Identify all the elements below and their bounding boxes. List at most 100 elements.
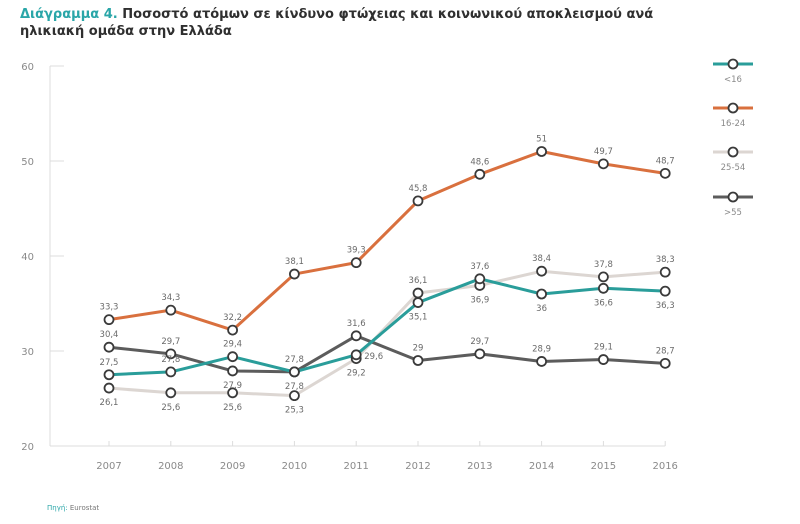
series-line->55 [108, 334, 666, 374]
data-label: 25,6 [223, 403, 242, 413]
data-label: 37,8 [594, 260, 613, 270]
data-point [103, 369, 115, 381]
legend-item: 16-24 [713, 102, 753, 129]
source-label: Πηγή: [47, 504, 68, 512]
data-label: 36,1 [409, 276, 428, 286]
data-point [103, 314, 115, 326]
x-tick-label: 2011 [343, 461, 368, 472]
data-point [350, 330, 362, 342]
data-point [227, 351, 239, 363]
legend: <16 16-24 25-54 >55 [713, 58, 753, 218]
data-label: 36,6 [594, 298, 613, 308]
data-label: 39,3 [347, 246, 366, 256]
source-note: Πηγή: Eurostat [47, 504, 99, 512]
data-label: 51 [536, 135, 547, 145]
series-line-25-54 [108, 269, 666, 398]
legend-label: <16 [724, 75, 742, 85]
data-label: 36,9 [470, 295, 489, 305]
data-point [227, 387, 239, 399]
data-point [227, 324, 239, 336]
data-label: 26,1 [100, 398, 119, 408]
legend-marker-icon [727, 102, 739, 114]
chart-title-text: Ποσοστό ατόμων σε κίνδυνο φτώχειας και κ… [20, 7, 654, 39]
series-line-16-24 [108, 150, 666, 332]
data-label: 35,1 [409, 313, 428, 323]
data-point [659, 266, 671, 278]
data-point [598, 354, 609, 365]
data-label: 29,7 [161, 337, 180, 347]
legend-item: 25-54 [713, 146, 753, 173]
data-point [598, 271, 609, 283]
series-markers [103, 146, 671, 402]
legend-item: >55 [713, 191, 753, 218]
data-label: 29,7 [470, 337, 489, 347]
chart-title-prefix: Διάγραμμα 4. [20, 7, 118, 22]
data-point [350, 349, 362, 361]
data-label: 29,6 [364, 352, 383, 362]
data-point [536, 146, 547, 157]
legend-marker-icon [727, 146, 739, 158]
data-label: 48,7 [656, 156, 675, 166]
data-label: 29 [413, 344, 424, 354]
data-label: 36 [536, 304, 547, 314]
data-label: 45,8 [409, 184, 428, 194]
series-lines [108, 150, 666, 398]
x-tick-label: 2015 [591, 461, 616, 472]
data-point [412, 195, 424, 207]
chart-title: Διάγραμμα 4. Ποσοστό ατόμων σε κίνδυνο φ… [20, 6, 700, 40]
data-point [165, 304, 177, 316]
x-tick-label: 2007 [96, 461, 121, 472]
data-label: 30,4 [100, 330, 119, 340]
data-point [536, 265, 547, 277]
x-tick-label: 2016 [652, 461, 677, 472]
legend-label: 16-24 [721, 119, 746, 129]
y-tick-label: 20 [21, 442, 34, 453]
data-point [659, 167, 671, 179]
data-label: 27,9 [223, 381, 242, 391]
data-label: 38,4 [532, 254, 551, 264]
source-value: Eurostat [69, 504, 100, 512]
data-point [165, 348, 177, 360]
data-label: 33,3 [100, 303, 119, 313]
x-tick-label: 2013 [467, 461, 492, 472]
data-label: 37,6 [470, 262, 489, 272]
data-point [412, 297, 424, 308]
x-tick-label: 2012 [405, 461, 430, 472]
data-point [165, 387, 177, 399]
legend-marker-icon [727, 58, 739, 70]
legend-label: >55 [724, 208, 742, 218]
data-point [598, 158, 609, 170]
data-label: 34,3 [161, 293, 180, 303]
data-labels: 26,1 25,6 25,6 25,3 29,2 36,1 36,9 38,4 37,8 38,3… [100, 135, 675, 416]
legend-label: 25-54 [721, 163, 746, 173]
data-point [659, 357, 671, 369]
y-tick-label: 30 [21, 347, 34, 358]
data-point [598, 282, 609, 294]
data-point [412, 287, 424, 299]
legend-marker-icon [727, 191, 739, 203]
line-chart: 20 30 40 50 60 2007 2008 2009 2010 2011 2012 2013 20… [21, 58, 753, 472]
data-point [165, 366, 177, 378]
data-point [350, 257, 362, 269]
data-label: 29,2 [347, 369, 366, 379]
series-line-<16 [108, 277, 666, 377]
data-label: 29,4 [223, 340, 242, 350]
data-point [288, 268, 300, 280]
data-label: 25,3 [285, 406, 304, 416]
data-point [536, 288, 547, 300]
y-tick-label: 40 [21, 252, 34, 263]
data-point [103, 341, 115, 353]
data-point [412, 355, 424, 366]
data-label: 49,7 [594, 147, 613, 157]
data-label: 28,9 [532, 344, 551, 354]
data-label: 38,1 [285, 257, 304, 267]
axes: 20 30 40 50 60 2007 2008 2009 2010 2011 2012 2013 20… [21, 62, 678, 472]
data-label: 27,8 [161, 355, 180, 365]
y-tick-label: 60 [21, 62, 34, 73]
data-label: 27,8 [285, 355, 304, 365]
data-label: 36,3 [656, 301, 675, 311]
x-tick-label: 2008 [158, 461, 183, 472]
data-label: 27,8 [285, 382, 304, 392]
data-point [288, 366, 300, 378]
legend-item: <16 [713, 58, 753, 85]
